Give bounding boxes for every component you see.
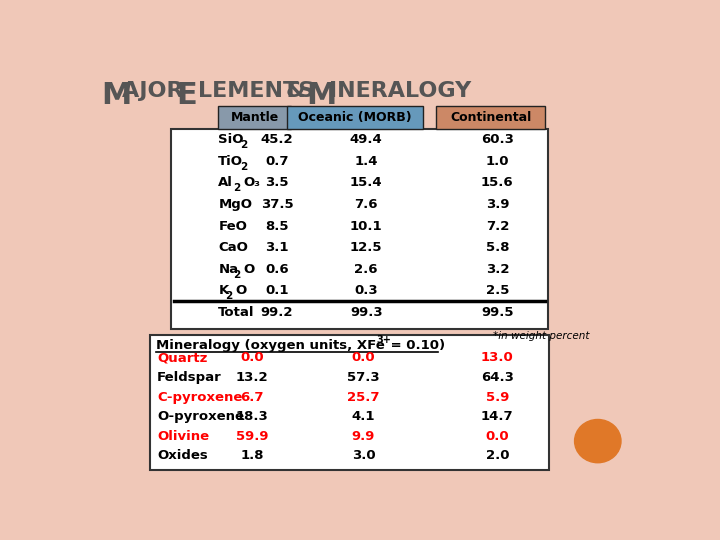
Text: 7.6: 7.6 bbox=[354, 198, 378, 211]
Text: 59.9: 59.9 bbox=[235, 430, 268, 443]
Text: 2.6: 2.6 bbox=[354, 263, 378, 276]
Text: Mantle: Mantle bbox=[230, 111, 279, 124]
FancyBboxPatch shape bbox=[150, 335, 549, 470]
Text: 2.5: 2.5 bbox=[486, 285, 509, 298]
Text: 99.3: 99.3 bbox=[350, 306, 382, 319]
Text: 99.5: 99.5 bbox=[481, 306, 513, 319]
Text: 1.0: 1.0 bbox=[485, 155, 509, 168]
Text: *in weight percent: *in weight percent bbox=[493, 331, 590, 341]
Text: 60.3: 60.3 bbox=[481, 133, 514, 146]
Text: 10.1: 10.1 bbox=[350, 220, 382, 233]
Text: O-pyroxene: O-pyroxene bbox=[157, 410, 244, 423]
Text: FeO: FeO bbox=[218, 220, 247, 233]
Text: Quartz: Quartz bbox=[157, 352, 207, 365]
Text: Olivine: Olivine bbox=[157, 430, 209, 443]
Text: 3.5: 3.5 bbox=[265, 177, 289, 190]
Text: 3+: 3+ bbox=[377, 335, 391, 345]
Text: 6.7: 6.7 bbox=[240, 390, 264, 403]
Text: 0.1: 0.1 bbox=[265, 285, 289, 298]
Text: Mineralogy (oxygen units, XFe: Mineralogy (oxygen units, XFe bbox=[156, 339, 384, 352]
Text: Feldspar: Feldspar bbox=[157, 371, 222, 384]
Text: INERALOGY: INERALOGY bbox=[329, 82, 471, 102]
Text: 5.8: 5.8 bbox=[485, 241, 509, 254]
Text: 0.0: 0.0 bbox=[485, 430, 509, 443]
Text: SiO: SiO bbox=[218, 133, 244, 146]
FancyBboxPatch shape bbox=[171, 129, 547, 329]
Text: 15.6: 15.6 bbox=[481, 177, 513, 190]
Text: E: E bbox=[176, 82, 197, 111]
Text: 9.9: 9.9 bbox=[352, 430, 375, 443]
Text: 2: 2 bbox=[240, 161, 248, 172]
Text: = 0.10): = 0.10) bbox=[387, 339, 446, 352]
FancyBboxPatch shape bbox=[218, 106, 291, 129]
Text: 0.0: 0.0 bbox=[351, 352, 375, 365]
Text: Total: Total bbox=[218, 306, 255, 319]
Text: &: & bbox=[285, 82, 305, 102]
Text: 3.9: 3.9 bbox=[485, 198, 509, 211]
Text: C-pyroxene: C-pyroxene bbox=[157, 390, 243, 403]
Text: 15.4: 15.4 bbox=[350, 177, 382, 190]
Text: 0.7: 0.7 bbox=[265, 155, 289, 168]
Text: O: O bbox=[235, 285, 247, 298]
Text: 5.9: 5.9 bbox=[486, 390, 509, 403]
Text: K: K bbox=[218, 285, 228, 298]
FancyBboxPatch shape bbox=[436, 106, 545, 129]
Text: 99.2: 99.2 bbox=[261, 306, 293, 319]
Text: 25.7: 25.7 bbox=[347, 390, 379, 403]
Text: 18.3: 18.3 bbox=[235, 410, 268, 423]
Text: 0.6: 0.6 bbox=[265, 263, 289, 276]
Text: 7.2: 7.2 bbox=[486, 220, 509, 233]
Text: 2.0: 2.0 bbox=[485, 449, 509, 462]
Text: TiO: TiO bbox=[218, 155, 243, 168]
Text: 3.1: 3.1 bbox=[265, 241, 289, 254]
Text: 12.5: 12.5 bbox=[350, 241, 382, 254]
Text: 45.2: 45.2 bbox=[261, 133, 293, 146]
Text: 37.5: 37.5 bbox=[261, 198, 293, 211]
FancyBboxPatch shape bbox=[287, 106, 423, 129]
Text: 64.3: 64.3 bbox=[481, 371, 514, 384]
Ellipse shape bbox=[575, 420, 621, 463]
Text: LEMENTS: LEMENTS bbox=[198, 82, 322, 102]
Text: 8.5: 8.5 bbox=[265, 220, 289, 233]
Text: 13.0: 13.0 bbox=[481, 352, 513, 365]
Text: 13.2: 13.2 bbox=[235, 371, 268, 384]
Text: 0.0: 0.0 bbox=[240, 352, 264, 365]
Text: 14.7: 14.7 bbox=[481, 410, 513, 423]
Text: 2: 2 bbox=[225, 292, 233, 301]
Text: Oceanic (MORB): Oceanic (MORB) bbox=[298, 111, 412, 124]
Text: Oxides: Oxides bbox=[157, 449, 207, 462]
Text: 2: 2 bbox=[233, 270, 240, 280]
Text: 1.8: 1.8 bbox=[240, 449, 264, 462]
Text: 4.1: 4.1 bbox=[351, 410, 375, 423]
Text: 2: 2 bbox=[240, 140, 248, 150]
Text: Continental: Continental bbox=[450, 111, 531, 124]
Text: 0.3: 0.3 bbox=[354, 285, 378, 298]
Text: O₃: O₃ bbox=[243, 177, 260, 190]
Text: 3.2: 3.2 bbox=[485, 263, 509, 276]
Text: Na: Na bbox=[218, 263, 238, 276]
Text: M: M bbox=[307, 82, 337, 111]
Text: 3.0: 3.0 bbox=[351, 449, 375, 462]
Text: MgO: MgO bbox=[218, 198, 252, 211]
Text: 2: 2 bbox=[233, 183, 240, 193]
Text: Al: Al bbox=[218, 177, 233, 190]
Text: AJOR: AJOR bbox=[122, 82, 192, 102]
Text: 49.4: 49.4 bbox=[350, 133, 382, 146]
Text: CaO: CaO bbox=[218, 241, 248, 254]
Text: O: O bbox=[243, 263, 254, 276]
Text: 57.3: 57.3 bbox=[347, 371, 379, 384]
Text: 1.4: 1.4 bbox=[354, 155, 378, 168]
Text: M: M bbox=[101, 82, 132, 111]
